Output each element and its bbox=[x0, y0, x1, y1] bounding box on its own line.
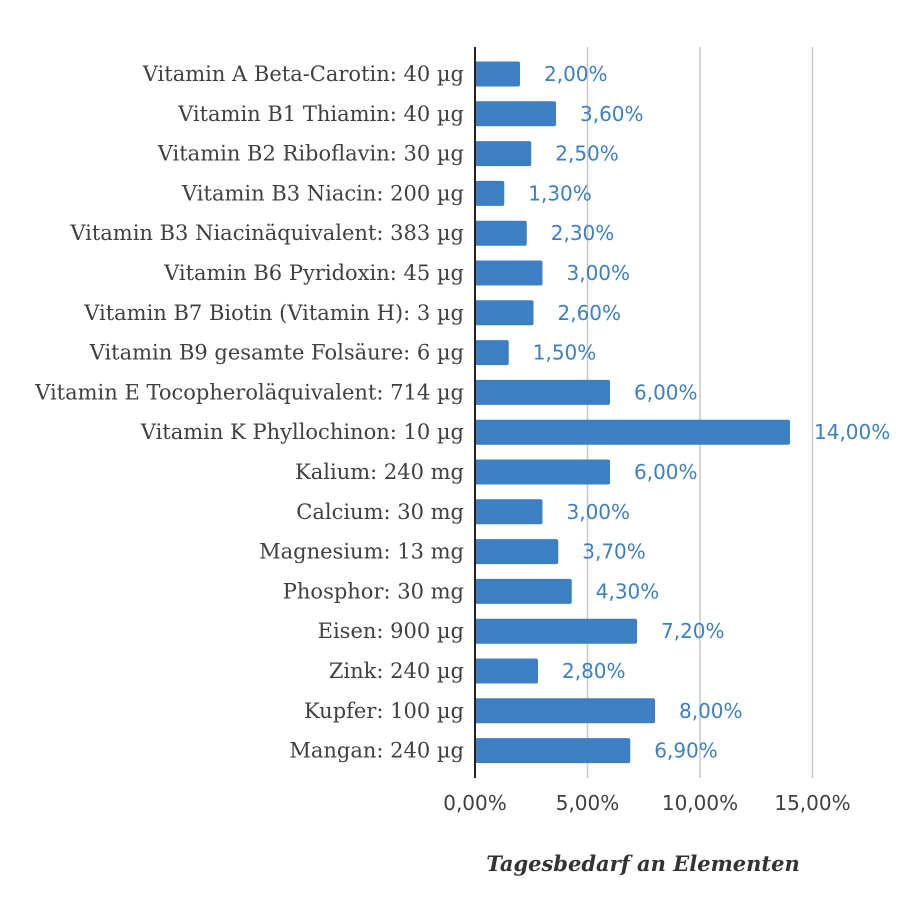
category-label: Vitamin A Beta-Carotin: 40 µg bbox=[142, 62, 464, 86]
bar bbox=[475, 618, 637, 644]
gridlines bbox=[586, 47, 814, 778]
category-label: Vitamin B6 Pyridoxin: 45 µg bbox=[163, 261, 464, 285]
category-label: Phosphor: 30 mg bbox=[283, 579, 464, 603]
bar bbox=[475, 379, 610, 405]
category-label: Kupfer: 100 µg bbox=[304, 699, 464, 723]
bar bbox=[475, 300, 534, 326]
x-tick-labels: 0,00% 5,00% 10,00% 15,00% bbox=[443, 791, 850, 815]
bar bbox=[475, 459, 610, 485]
bar bbox=[475, 220, 527, 246]
category-labels: Vitamin A Beta-Carotin: 40 µg Vitamin B1 … bbox=[34, 62, 464, 763]
bar bbox=[475, 658, 538, 684]
bar bbox=[475, 578, 572, 604]
value-labels: 2,00% 3,60% 2,50% 1,30% 2,30% 3,00% 2,60% 1,50%… bbox=[528, 62, 890, 763]
x-axis-title: Tagesbedarf an Elementen bbox=[486, 851, 800, 876]
bar bbox=[475, 738, 631, 764]
category-label: Kalium: 240 mg bbox=[295, 460, 464, 484]
category-label: Magnesium: 13 mg bbox=[259, 540, 464, 564]
data-label: 1,30% bbox=[528, 181, 592, 205]
category-label: Vitamin B3 Niacin: 200 µg bbox=[181, 181, 464, 205]
bar bbox=[475, 180, 505, 206]
data-label: 2,50% bbox=[555, 142, 619, 166]
data-label: 2,80% bbox=[562, 659, 626, 683]
category-label: Vitamin K Phyllochinon: 10 µg bbox=[140, 420, 464, 444]
data-label: 3,60% bbox=[580, 102, 644, 126]
data-label: 6,00% bbox=[634, 380, 698, 404]
x-tick-label: 15,00% bbox=[774, 791, 850, 815]
bar bbox=[475, 141, 532, 167]
x-tick-label: 10,00% bbox=[662, 791, 738, 815]
category-label: Zink: 240 µg bbox=[329, 659, 464, 683]
bar bbox=[475, 101, 556, 127]
bar bbox=[475, 260, 543, 286]
bar bbox=[475, 539, 559, 565]
bar bbox=[475, 340, 509, 366]
data-label: 2,60% bbox=[558, 301, 622, 325]
category-label: Calcium: 30 mg bbox=[296, 500, 464, 524]
category-label: Mangan: 240 µg bbox=[289, 739, 464, 763]
category-label: Eisen: 900 µg bbox=[318, 619, 464, 643]
category-label: Vitamin E Tocopheroläquivalent: 714 µg bbox=[34, 380, 464, 404]
category-label: Vitamin B2 Riboflavin: 30 µg bbox=[157, 142, 464, 166]
data-label: 1,50% bbox=[533, 341, 597, 365]
bar bbox=[475, 419, 790, 445]
data-label: 8,00% bbox=[679, 699, 743, 723]
data-label: 6,00% bbox=[634, 460, 698, 484]
category-label: Vitamin B3 Niacinäquivalent: 383 µg bbox=[69, 221, 464, 245]
x-tick-label: 5,00% bbox=[556, 791, 620, 815]
data-label: 3,70% bbox=[582, 540, 646, 564]
bar bbox=[475, 61, 520, 87]
category-label: Vitamin B7 Biotin (Vitamin H): 3 µg bbox=[83, 301, 464, 325]
data-label: 14,00% bbox=[814, 420, 890, 444]
x-tick-label: 0,00% bbox=[443, 791, 507, 815]
bar bbox=[475, 698, 655, 724]
data-label: 2,30% bbox=[551, 221, 615, 245]
data-label: 3,00% bbox=[567, 261, 631, 285]
bars bbox=[475, 61, 790, 764]
data-label: 2,00% bbox=[544, 62, 608, 86]
data-label: 3,00% bbox=[567, 500, 631, 524]
data-label: 7,20% bbox=[661, 619, 725, 643]
bar bbox=[475, 499, 543, 525]
category-label: Vitamin B1 Thiamin: 40 µg bbox=[177, 102, 464, 126]
category-label: Vitamin B9 gesamte Folsäure: 6 µg bbox=[89, 341, 464, 365]
data-label: 4,30% bbox=[596, 579, 660, 603]
data-label: 6,90% bbox=[654, 739, 718, 763]
